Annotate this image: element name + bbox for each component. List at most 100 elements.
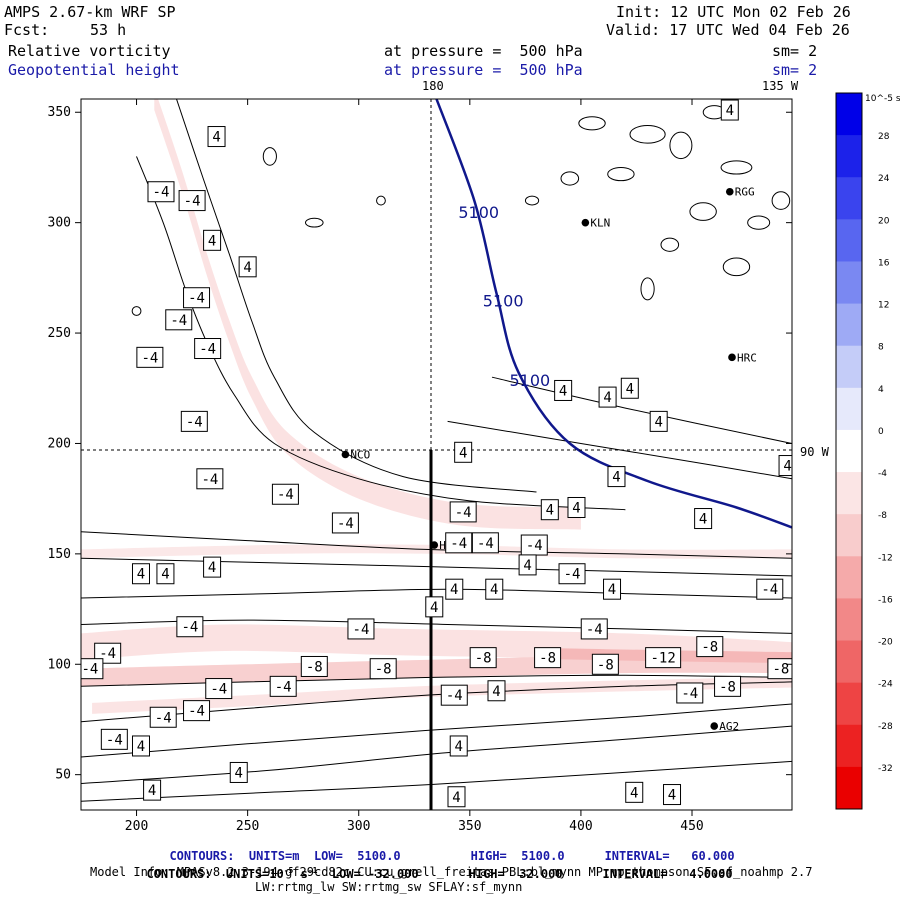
vorticity-contour-blob <box>660 237 680 252</box>
vorticity-label-text: -12 <box>650 651 675 667</box>
vorticity-label-box <box>607 466 626 488</box>
vorticity-label-text: -8 <box>719 679 736 695</box>
station-dot <box>725 187 734 196</box>
vorticity-label-text: 4 <box>455 739 463 755</box>
vorticity-label: -4 <box>180 410 208 432</box>
vort-units-seconds: s <box>293 867 308 881</box>
vorticity-label-text: -4 <box>181 620 198 636</box>
colorbar-level-label: 4 <box>878 385 884 395</box>
colorbar-level-label: 16 <box>878 258 890 268</box>
field2-smoothing: sm= 2 <box>772 61 818 79</box>
vorticity-label-box <box>449 735 468 757</box>
vorticity-label: -12 <box>645 647 682 669</box>
vorticity-label: 4 <box>454 441 473 463</box>
vorticity-label: 4 <box>445 578 464 600</box>
vorticity-label-box <box>131 563 150 585</box>
vorticity-label-text: -4 <box>353 622 370 638</box>
vorticity-label-text: 4 <box>546 503 554 519</box>
vorticity-label: -4 <box>149 706 177 728</box>
vorticity-contour-line <box>176 99 537 493</box>
vort-units-seconds-exponent: -1 <box>307 866 318 875</box>
vorticity-label: 4 <box>607 466 626 488</box>
vorticity-label-text: -8 <box>306 659 323 675</box>
vorticity-label: 4 <box>203 229 222 251</box>
vorticity-label: -4 <box>176 616 204 638</box>
vorticity-label-box <box>534 647 562 669</box>
station-label: NCO <box>350 449 370 462</box>
colorbar-level-label: -8 <box>878 511 887 521</box>
vorticity-label-text: 4 <box>654 414 662 430</box>
vorticity-label: 4 <box>485 578 504 600</box>
vorticity-label-box <box>591 653 619 675</box>
vorticity-label-text: -4 <box>141 350 158 366</box>
vorticity-contour-blob <box>747 215 771 230</box>
vorticity-label: -4 <box>756 578 784 600</box>
vorticity-contour-blob <box>669 131 693 160</box>
vorticity-label: -4 <box>194 338 222 360</box>
vorticity-label: 4 <box>625 781 644 803</box>
vorticity-label-text: 4 <box>603 390 611 406</box>
vorticity-label: -4 <box>347 618 375 640</box>
vorticity-contour-blob <box>689 202 717 221</box>
vorticity-label: -4 <box>676 682 704 704</box>
vorticity-label: -4 <box>100 728 128 750</box>
vorticity-label-box <box>558 563 586 585</box>
vorticity-contour-blob <box>722 257 751 277</box>
station-label: AG2 <box>719 720 739 733</box>
vorticity-label-box <box>143 779 162 801</box>
vorticity-label-box <box>196 468 224 490</box>
vorticity-label-text: 4 <box>612 470 620 486</box>
model-info: Model Info: MPASv8.2.3-194-gf29cd82c CU:… <box>90 865 813 879</box>
height-label: 5100 <box>458 203 499 222</box>
vorticity-label-text: 4 <box>212 130 220 146</box>
colorbar-swatch <box>836 640 862 684</box>
colorbar-level-label: -16 <box>878 595 893 605</box>
vorticity-label-box <box>449 501 477 523</box>
vorticity-label-text: -4 <box>155 710 172 726</box>
vorticity-label-text: -4 <box>277 487 294 503</box>
vorticity-label: -4 <box>331 512 359 534</box>
vorticity-label-box <box>205 678 233 700</box>
vorticity-label-text: -8 <box>597 657 614 673</box>
vorticity-label-box <box>183 700 211 722</box>
x-tick-label: 400 <box>569 819 592 834</box>
vorticity-label-text: -4 <box>186 414 203 430</box>
height-label: 5100 <box>509 371 550 390</box>
vorticity-label-text: 4 <box>699 512 707 528</box>
vorticity-label-text: -4 <box>526 538 543 554</box>
vorticity-label-text: 4 <box>208 233 216 249</box>
vorticity-label: 4 <box>518 554 537 576</box>
vorticity-label-box <box>147 181 175 203</box>
station-dot <box>581 218 590 227</box>
vorticity-contour-blob <box>629 125 666 144</box>
vorticity-label-box <box>620 377 639 399</box>
plot-frame <box>80 98 793 811</box>
vorticity-contour-blob <box>131 306 142 316</box>
vorticity-label-box <box>567 496 586 518</box>
vorticity-label: -4 <box>147 181 175 203</box>
lon-135w-label: 135 W <box>762 79 799 93</box>
vorticity-label-box <box>194 338 222 360</box>
y-tick-label: 50 <box>55 768 71 783</box>
colorbar-swatch <box>836 724 862 768</box>
station-dot <box>728 353 736 362</box>
field1-level: at pressure = 500 hPa <box>384 42 583 60</box>
vorticity-label-box <box>663 784 682 806</box>
colorbar-swatch <box>836 598 862 642</box>
vorticity-label-text: 4 <box>523 558 531 574</box>
vorticity-label: 4 <box>447 786 466 808</box>
vorticity-label-box <box>694 508 713 530</box>
vorticity-contour-blob <box>720 160 753 175</box>
colorbar-swatch <box>836 387 862 431</box>
vorticity-contour-blob <box>376 195 386 206</box>
vorticity-label-text: 4 <box>608 582 616 598</box>
y-tick-label: 100 <box>48 657 71 672</box>
vorticity-label-text: 4 <box>137 739 145 755</box>
vorticity-contour-blob <box>607 166 635 182</box>
vorticity-label-box <box>176 616 204 638</box>
vorticity-label-text: -8 <box>701 640 718 656</box>
vorticity-label-text: -4 <box>184 194 201 210</box>
vorticity-contour-blob <box>560 171 580 186</box>
colorbar-swatch <box>836 556 862 599</box>
